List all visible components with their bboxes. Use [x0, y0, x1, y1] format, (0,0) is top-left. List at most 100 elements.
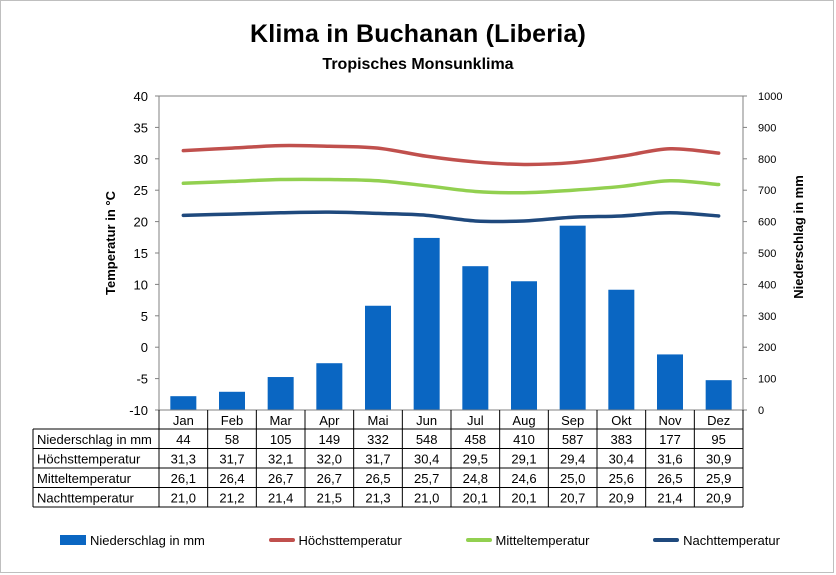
table-cell: 20,1 [511, 491, 536, 506]
line-nachttemperatur [181, 210, 721, 224]
y-tick-label: 30 [134, 152, 148, 167]
table-cell: 30,4 [414, 452, 439, 467]
legend-swatch [60, 535, 86, 545]
y2-tick-label: 100 [758, 374, 776, 386]
table-cell: 58 [225, 432, 239, 447]
legend-swatch [465, 538, 492, 542]
table-cell: 30,4 [609, 452, 634, 467]
precipitation-bar [316, 363, 343, 410]
x-tick-label: Okt [611, 413, 632, 428]
table-cell: 587 [562, 432, 584, 447]
y2-tick-label: 0 [758, 405, 764, 417]
y2-tick-label: 900 [758, 122, 776, 134]
table-cell: 548 [416, 432, 438, 447]
y2-tick-label: 200 [758, 342, 776, 354]
precipitation-bar [559, 225, 586, 410]
table-cell: 25,6 [609, 471, 634, 486]
precipitation-bar [608, 289, 635, 410]
legend-swatch [653, 538, 680, 542]
legend-item-mitteltemperatur: Mitteltemperatur [465, 533, 589, 548]
table-cell: 20,7 [560, 491, 585, 506]
x-tick-label: Apr [319, 413, 340, 428]
y-tick-label: 0 [141, 340, 148, 355]
x-tick-label: Dez [707, 413, 730, 428]
y-axis-left-label: Temperatur in °C [103, 190, 118, 295]
x-tick-label: Jul [467, 413, 484, 428]
legend-swatch [268, 538, 295, 542]
legend-item-niederschlag-in-mm: Niederschlag in mm [60, 533, 205, 548]
precipitation-bar [657, 354, 683, 410]
data-table: Jan Feb Mar Apr Mai Jun Jul Aug Sep Okt Nov Dez Nied… [32, 410, 744, 508]
legend-label: Höchsttemperatur [298, 532, 402, 548]
y2-tick-label: 800 [758, 154, 776, 166]
y-tick-label: 5 [141, 309, 148, 324]
table-cell: 31,3 [171, 452, 196, 467]
table-cell: 20,9 [609, 491, 634, 506]
precipitation-bar [170, 396, 197, 410]
table-cell: 26,1 [171, 471, 196, 486]
legend-label: Niederschlag in mm [90, 532, 205, 548]
table-cell: 20,1 [463, 491, 488, 506]
y2-tick-label: 700 [758, 185, 776, 197]
y-tick-label: 15 [134, 246, 148, 261]
x-tick-label: Jan [173, 413, 194, 428]
table-cell: 26,7 [317, 471, 342, 486]
line-mitteltemperatur [181, 177, 721, 195]
table-cell: 26,4 [219, 471, 244, 486]
x-tick-label: Aug [512, 413, 535, 428]
precipitation-bar [413, 237, 440, 410]
precipitation-bar [365, 305, 391, 410]
table-row-header: Mitteltemperatur [37, 471, 132, 486]
table-cell: 44 [176, 432, 190, 447]
y2-tick-label: 400 [758, 279, 776, 291]
legend-label: Nachttemperatur [683, 532, 780, 548]
table-cell: 32,0 [317, 452, 342, 467]
table-cell: 26,7 [268, 471, 293, 486]
table-cell: 25,9 [706, 471, 731, 486]
axes: -10-505101520253035400100200300400500600… [129, 89, 782, 418]
y2-tick-label: 1000 [758, 91, 782, 103]
table-cell: 26,5 [365, 471, 390, 486]
plot-area-border [158, 95, 744, 411]
table-cell: 25,0 [560, 471, 585, 486]
table-cell: 410 [513, 432, 535, 447]
table-cell: 26,5 [657, 471, 682, 486]
table-cell: 21,2 [219, 491, 244, 506]
table-cell: 332 [367, 432, 389, 447]
table-cell: 31,6 [657, 452, 682, 467]
y-tick-label: -5 [136, 372, 148, 387]
table-cell: 21,4 [268, 491, 293, 506]
x-tick-label: Jun [416, 413, 437, 428]
table-cell: 29,4 [560, 452, 585, 467]
table-cell: 24,6 [511, 471, 536, 486]
table-cell: 32,1 [268, 452, 293, 467]
x-tick-label: Mar [269, 413, 292, 428]
table-cell: 21,0 [414, 491, 439, 506]
table-cell: 149 [318, 432, 340, 447]
table-cell: 458 [464, 432, 486, 447]
table-cell: 24,8 [463, 471, 488, 486]
table-cell: 29,5 [463, 452, 488, 467]
table-cell: 21,5 [317, 491, 342, 506]
precipitation-bar [267, 377, 294, 410]
legend-item-h-chsttemperatur: Höchsttemperatur [268, 532, 402, 548]
line-h-chsttemperatur [181, 143, 721, 167]
precipitation-bar [462, 266, 489, 410]
precipitation-bar [511, 281, 537, 410]
table-cell: 21,3 [365, 491, 390, 506]
y-tick-label: 40 [134, 89, 148, 104]
y-tick-label: 20 [134, 215, 148, 230]
legend: Niederschlag in mm Höchsttemperatur Mittel… [60, 530, 780, 550]
table-row-header: Nachttemperatur [37, 491, 134, 506]
table-cell: 383 [610, 432, 632, 447]
y-tick-label: 25 [134, 183, 148, 198]
table-cell: 31,7 [219, 452, 244, 467]
table-cell: 177 [659, 432, 681, 447]
table-row-header: Niederschlag in mm [37, 432, 152, 447]
table-cell: 20,9 [706, 491, 731, 506]
table-cell: 25,7 [414, 471, 439, 486]
y-tick-label: -10 [129, 403, 148, 418]
chart-subtitle: Tropisches Monsunklima [322, 56, 514, 73]
